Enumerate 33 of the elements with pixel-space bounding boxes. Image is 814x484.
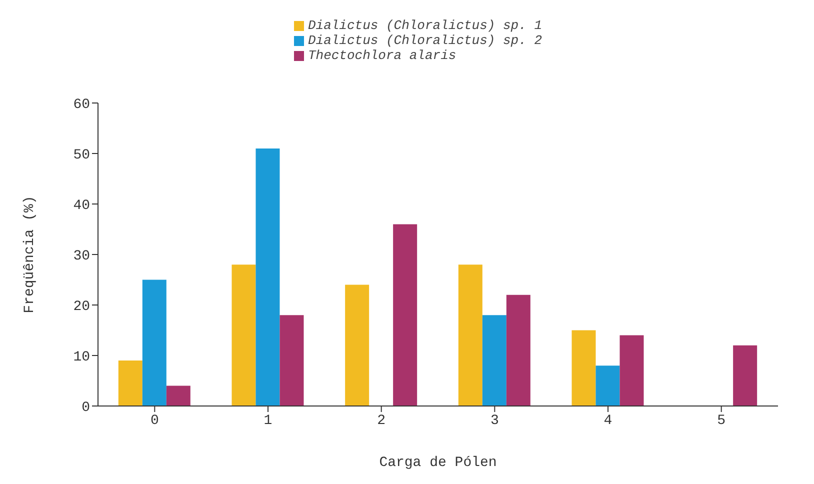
bar [166,386,190,406]
bar [345,284,370,406]
bar [506,294,530,406]
bar [596,366,620,406]
bar [572,330,596,406]
x-axis-title: Carga de Pólen [379,454,497,471]
y-tick-label: 30 [73,248,90,264]
y-tick-label: 10 [73,349,90,366]
legend-label: Dialictus (Chloralictus) sp. 1 [308,18,542,33]
x-tick-label: 3 [490,412,499,429]
x-tick-label: 0 [150,412,159,429]
y-tick-label: 50 [73,147,90,164]
x-tick-label: 2 [377,412,386,429]
y-tick-label: 0 [82,400,90,416]
bar [142,280,166,406]
bar [118,360,142,406]
x-tick-label: 4 [604,412,612,429]
bar [280,315,304,406]
bar [458,264,482,406]
y-tick-label: 40 [73,198,90,214]
bar [256,148,280,406]
bar [232,264,256,406]
y-axis-title: Freqüência (%) [22,196,38,314]
legend-label: Dialictus (Chloralictus) sp. 2 [308,33,542,48]
bar [620,335,644,406]
bar [482,315,506,406]
bar [393,224,418,406]
legend-label: Thectochlora alaris [308,48,456,63]
bar [733,345,758,406]
x-tick-label: 1 [264,412,272,429]
y-tick-label: 60 [73,96,90,113]
y-tick-label: 20 [73,298,90,315]
x-tick-label: 5 [717,412,726,429]
